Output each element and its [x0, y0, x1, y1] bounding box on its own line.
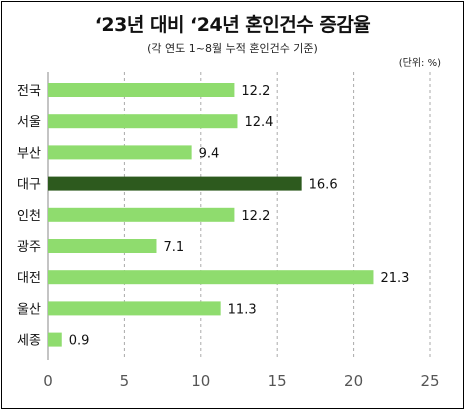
x-tick-label: 0 — [43, 372, 53, 390]
unit-label: (단위: %) — [398, 58, 441, 69]
data-label: 12.4 — [244, 115, 273, 130]
category-label: 울산 — [17, 302, 41, 317]
data-label: 9.4 — [199, 146, 220, 161]
category-label: 부산 — [17, 146, 41, 161]
x-tick-label: 5 — [120, 372, 130, 390]
bar — [48, 332, 62, 347]
chart-subtitle: (각 연도 1~8월 누적 혼인건수 기준) — [147, 42, 318, 55]
bar — [48, 301, 221, 316]
chart-title: ‘23년 대비 ‘24년 혼인건수 증감율 — [94, 14, 371, 36]
category-label: 인천 — [17, 209, 41, 224]
data-label: 7.1 — [163, 240, 184, 255]
data-label: 21.3 — [380, 271, 409, 286]
bar — [48, 207, 235, 222]
bar — [48, 176, 302, 191]
x-tick-label: 10 — [191, 372, 210, 390]
data-label: 12.2 — [241, 84, 270, 99]
bar — [48, 270, 374, 285]
bar — [48, 114, 238, 129]
bar — [48, 145, 192, 160]
data-label: 12.2 — [241, 209, 270, 224]
category-label: 대구 — [17, 178, 41, 193]
data-label: 0.9 — [69, 334, 90, 349]
category-label: 전국 — [17, 84, 41, 99]
x-tick-label: 25 — [420, 372, 439, 390]
category-label: 서울 — [17, 115, 41, 130]
category-label: 세종 — [17, 334, 41, 349]
data-label: 16.6 — [309, 178, 338, 193]
bar — [48, 83, 235, 97]
bar — [48, 239, 157, 253]
data-label: 11.3 — [228, 302, 257, 317]
x-tick-label: 15 — [268, 372, 287, 390]
category-label: 광주 — [17, 240, 41, 255]
x-tick-label: 20 — [344, 372, 363, 390]
category-label: 대전 — [17, 271, 41, 286]
